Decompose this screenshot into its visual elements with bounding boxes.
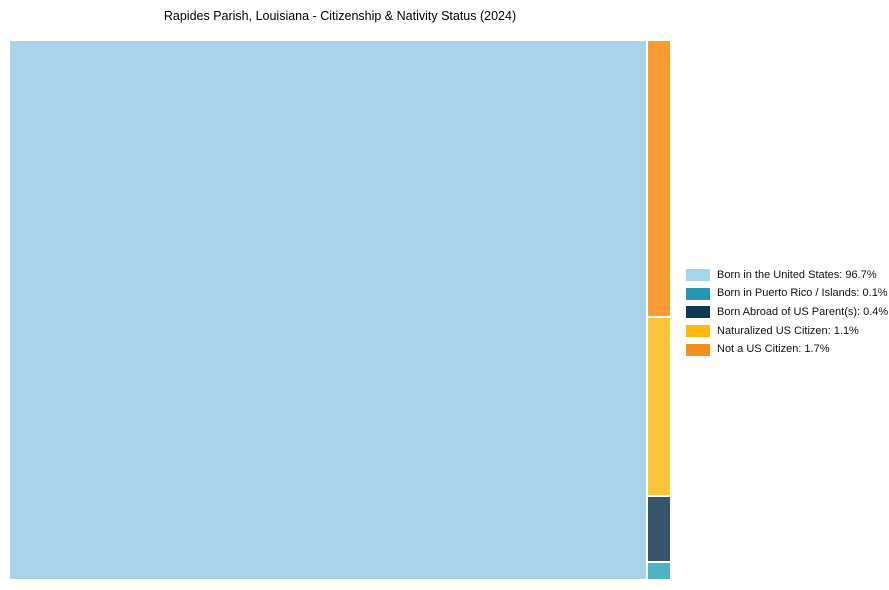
treemap-cell-naturalized[interactable] <box>648 318 670 495</box>
legend-item-born-in-us[interactable]: Born in the United States: 96.7% <box>686 266 888 285</box>
legend-label-naturalized: Naturalized US Citizen: 1.1% <box>717 324 859 337</box>
treemap-cell-born-puerto-rico[interactable] <box>648 563 670 579</box>
legend-item-born-puerto-rico[interactable]: Born in Puerto Rico / Islands: 0.1% <box>686 285 888 304</box>
treemap-cell-not-citizen[interactable] <box>648 41 670 316</box>
legend-label-born-in-us: Born in the United States: 96.7% <box>717 268 877 281</box>
legend-label-born-abroad: Born Abroad of US Parent(s): 0.4% <box>717 305 889 318</box>
legend-item-not-citizen[interactable]: Not a US Citizen: 1.7% <box>686 340 888 359</box>
legend-swatch-not-citizen <box>686 343 710 356</box>
treemap <box>10 41 670 579</box>
legend-swatch-naturalized <box>686 325 710 338</box>
treemap-cell-born-in-us[interactable] <box>10 41 646 579</box>
legend-item-naturalized[interactable]: Naturalized US Citizen: 1.1% <box>686 322 888 341</box>
legend-label-not-citizen: Not a US Citizen: 1.7% <box>717 343 830 356</box>
chart-title: Rapides Parish, Louisiana - Citizenship … <box>163 9 517 23</box>
legend: Born in the United States: 96.7% Born in… <box>686 266 888 359</box>
legend-swatch-born-puerto-rico <box>686 287 710 300</box>
legend-label-born-puerto-rico: Born in Puerto Rico / Islands: 0.1% <box>717 287 888 300</box>
legend-item-born-abroad[interactable]: Born Abroad of US Parent(s): 0.4% <box>686 303 888 322</box>
treemap-cell-born-abroad[interactable] <box>648 497 670 561</box>
legend-swatch-born-abroad <box>686 306 710 319</box>
legend-swatch-born-in-us <box>686 269 710 282</box>
